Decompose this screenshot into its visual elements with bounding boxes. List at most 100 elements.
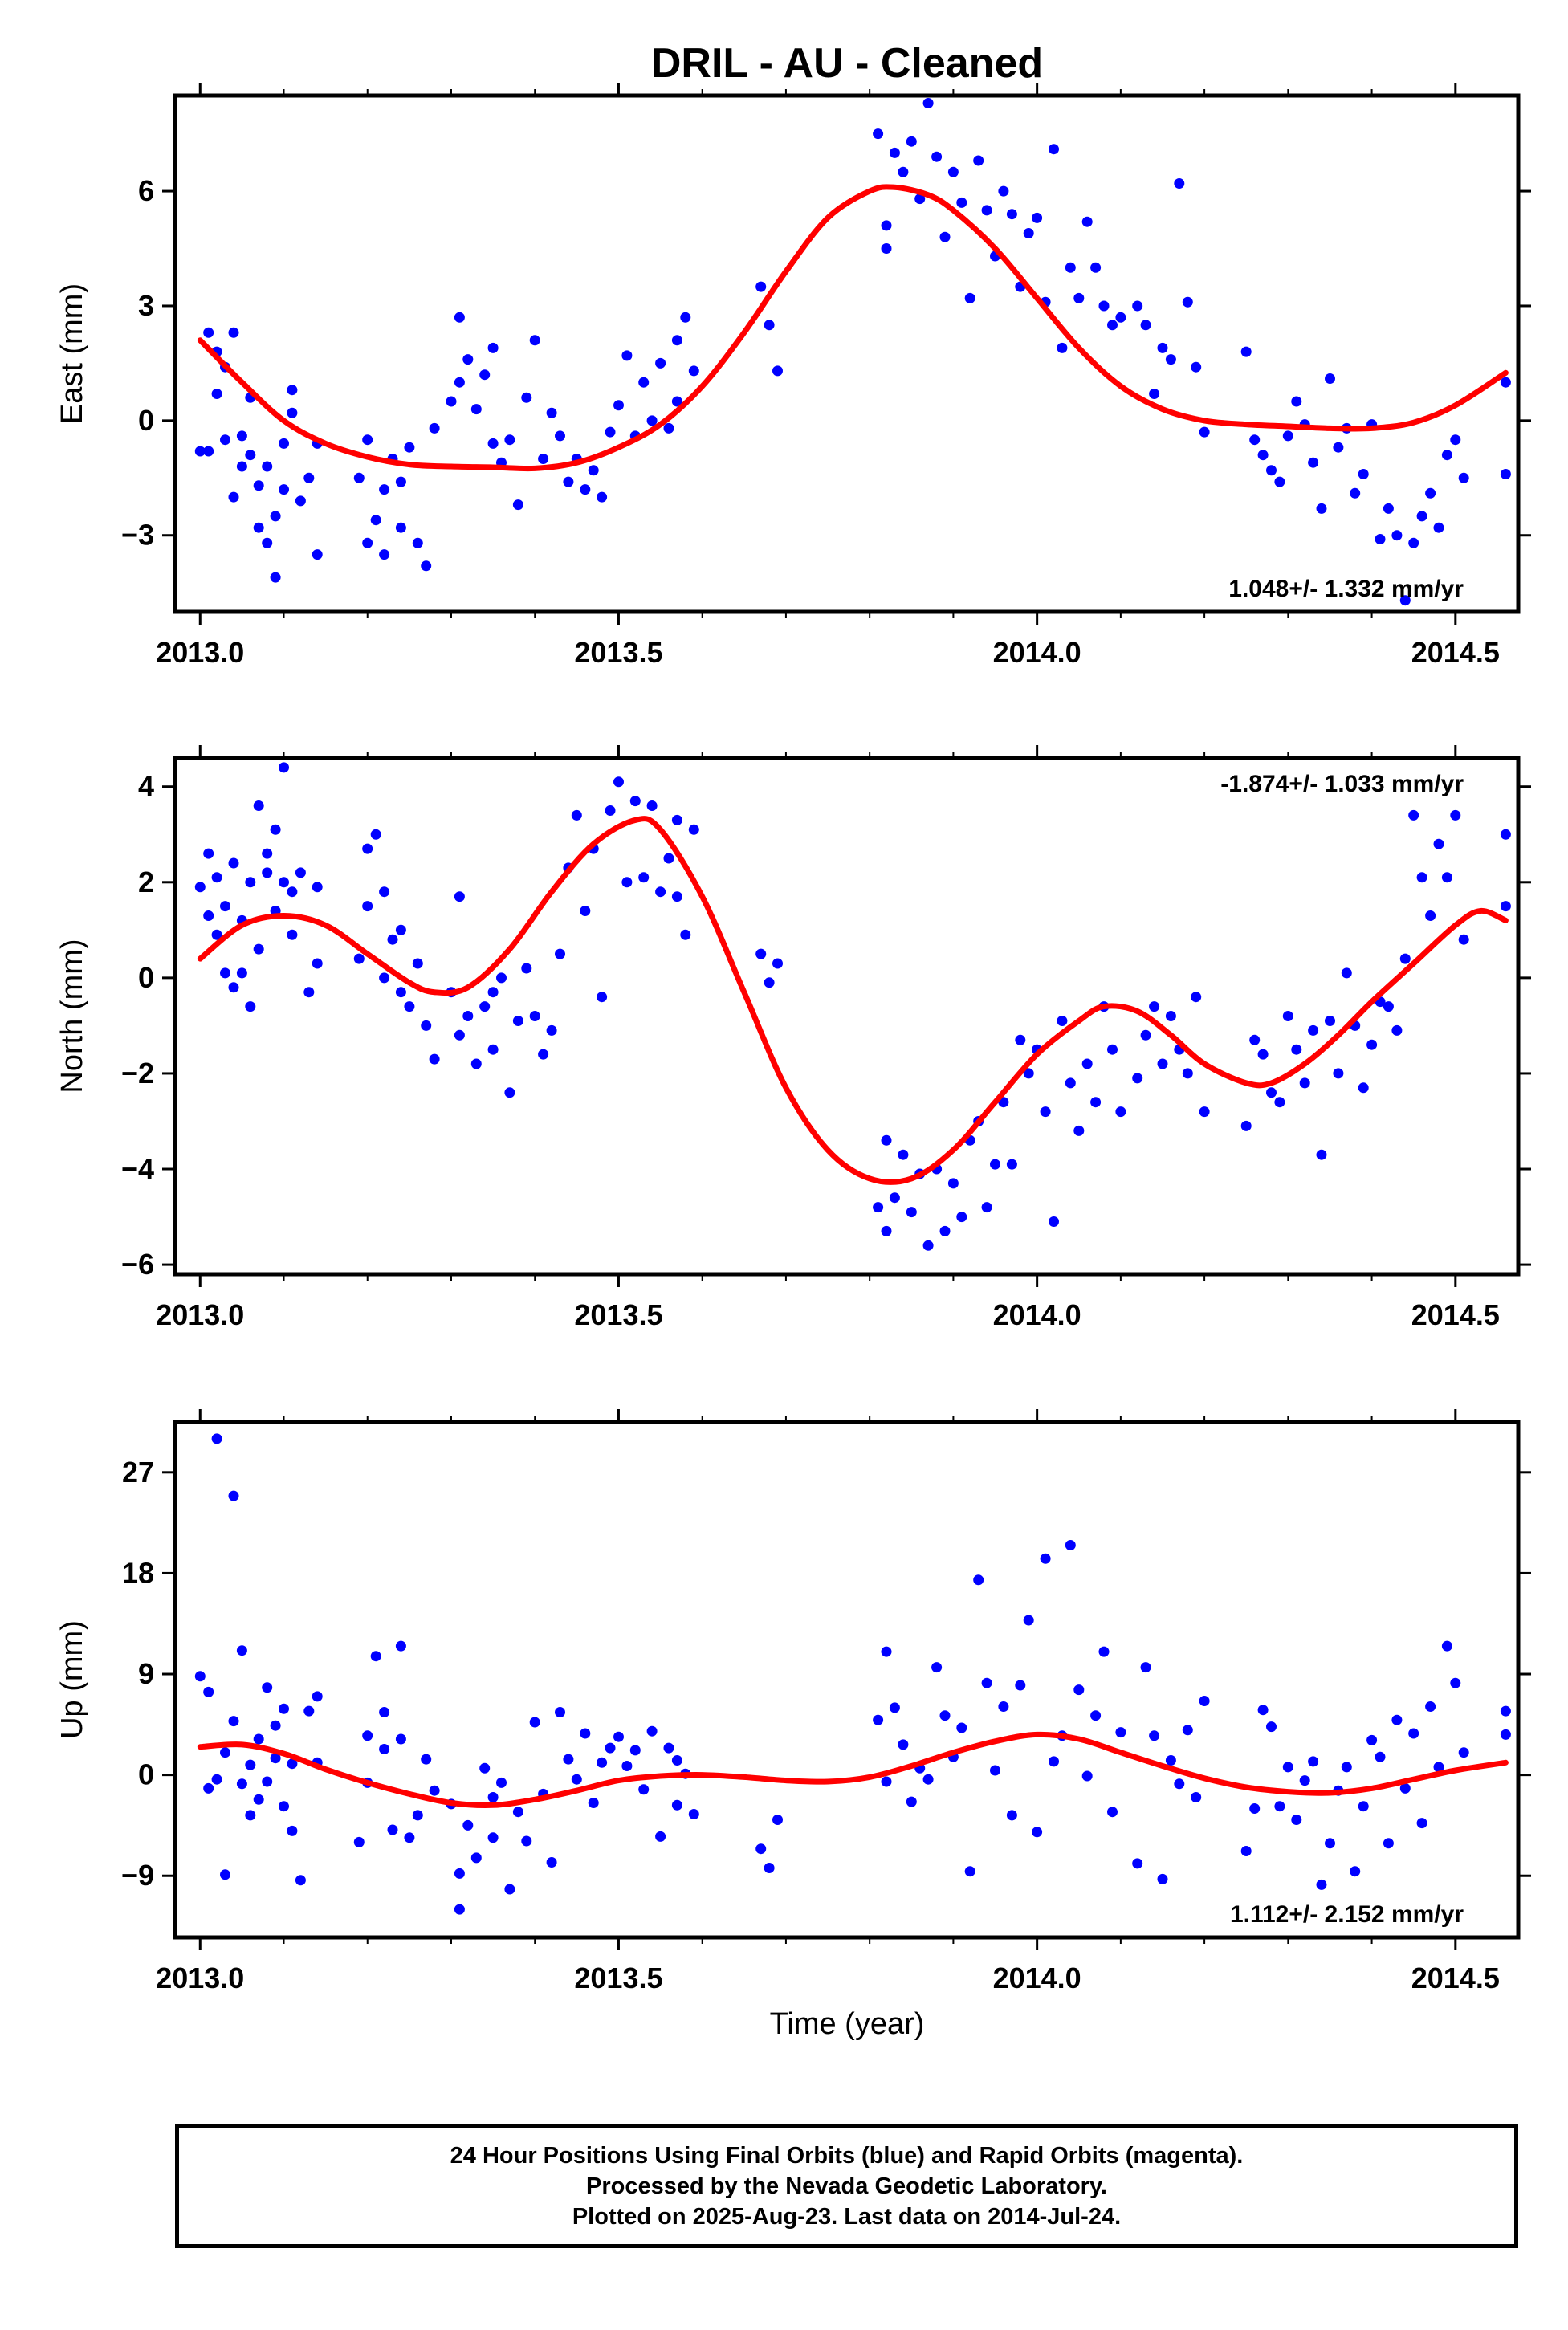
- north-data-point: [1015, 1034, 1026, 1045]
- east-x-tick-label: 2014.0: [993, 636, 1081, 669]
- north-data-point: [1023, 1068, 1034, 1079]
- north-data-point: [597, 992, 608, 1003]
- x-axis-label: Time (year): [770, 2007, 925, 2041]
- up-data-point: [546, 1857, 557, 1868]
- north-data-point: [555, 948, 565, 959]
- east-data-point: [1065, 262, 1076, 273]
- up-data-point: [295, 1875, 306, 1886]
- north-data-point: [479, 1001, 491, 1012]
- up-data-point: [1249, 1803, 1261, 1814]
- north-data-point: [1090, 1097, 1102, 1108]
- up-data-point: [1182, 1725, 1193, 1736]
- up-data-point: [1325, 1838, 1335, 1849]
- up-data-point: [1240, 1846, 1252, 1856]
- east-data-point: [671, 335, 682, 346]
- east-data-point: [1458, 472, 1469, 483]
- north-data-point: [404, 1001, 415, 1012]
- up-data-point: [279, 1801, 289, 1812]
- north-data-point: [605, 805, 616, 816]
- north-points: [194, 762, 1511, 1251]
- up-data-point: [1081, 1770, 1093, 1782]
- east-y-axis-label: East (mm): [55, 283, 89, 424]
- east-data-point: [421, 560, 432, 572]
- east-data-point: [964, 292, 975, 303]
- east-data-point: [914, 193, 926, 205]
- east-data-point: [1450, 434, 1461, 446]
- east-data-point: [538, 454, 549, 464]
- north-data-point: [1257, 1049, 1269, 1060]
- east-data-point: [194, 446, 206, 457]
- east-data-point: [1500, 469, 1511, 479]
- north-data-point: [262, 848, 273, 859]
- east-data-point: [555, 430, 565, 442]
- up-data-point: [228, 1490, 239, 1501]
- east-data-point: [1425, 487, 1436, 499]
- north-data-point: [1500, 829, 1511, 840]
- up-x-tick-label: 2013.0: [156, 1961, 244, 1994]
- north-data-point: [1433, 838, 1444, 849]
- up-data-point: [1140, 1662, 1151, 1673]
- up-data-point: [370, 1651, 381, 1662]
- north-data-point: [1149, 1001, 1160, 1012]
- up-x-tick-label: 2014.5: [1411, 1961, 1500, 1994]
- up-data-point: [454, 1868, 465, 1879]
- east-data-point: [1441, 450, 1452, 461]
- north-data-point: [1500, 901, 1511, 912]
- east-data-point: [203, 446, 214, 457]
- north-data-point: [571, 809, 582, 821]
- up-data-point: [1375, 1751, 1386, 1762]
- east-data-point: [1375, 534, 1386, 544]
- north-data-point: [504, 1087, 515, 1098]
- east-data-point: [1350, 487, 1361, 499]
- north-data-point: [470, 1058, 482, 1069]
- up-data-point: [203, 1686, 214, 1697]
- footer-line-3: Plotted on 2025-Aug-23. Last data on 201…: [572, 2204, 1122, 2230]
- up-data-point: [245, 1759, 256, 1770]
- up-y-axis-label: Up (mm): [55, 1620, 89, 1739]
- east-data-point: [1333, 442, 1344, 453]
- up-data-point: [1450, 1677, 1461, 1688]
- east-data-point: [262, 461, 273, 472]
- east-data-point: [613, 400, 624, 411]
- up-data-point: [671, 1755, 682, 1766]
- up-data-point: [462, 1819, 474, 1831]
- north-data-point: [1165, 1011, 1176, 1021]
- east-data-point: [1182, 296, 1193, 308]
- north-data-point: [655, 886, 666, 898]
- east-data-point: [1282, 430, 1293, 442]
- up-data-point: [470, 1852, 482, 1864]
- east-data-point: [379, 549, 390, 560]
- up-data-point: [253, 1794, 264, 1805]
- up-data-point: [597, 1757, 608, 1768]
- north-fit-curve: [197, 816, 1509, 1185]
- up-x-tick-label: 2014.0: [993, 1961, 1081, 1994]
- east-data-point: [1408, 537, 1419, 548]
- east-data-point: [1316, 503, 1327, 514]
- north-data-point: [1416, 872, 1427, 883]
- north-data-point: [1399, 953, 1411, 964]
- north-data-point: [279, 877, 289, 888]
- east-data-point: [529, 335, 540, 346]
- north-data-point: [395, 987, 406, 998]
- up-data-point: [1266, 1721, 1277, 1733]
- east-data-point: [487, 342, 499, 353]
- up-data-point: [1274, 1801, 1285, 1812]
- north-y-tick-label: −4: [121, 1152, 154, 1185]
- north-data-point: [245, 877, 256, 888]
- north-data-point: [881, 1225, 892, 1236]
- east-data-point: [370, 515, 381, 526]
- north-data-point: [873, 1202, 884, 1213]
- up-data-point: [487, 1832, 499, 1843]
- up-y-tick-label: 0: [138, 1758, 154, 1791]
- up-data-point: [395, 1640, 406, 1652]
- up-data-point: [1174, 1778, 1185, 1790]
- north-data-point: [1441, 872, 1452, 883]
- up-data-point: [1098, 1646, 1110, 1657]
- east-data-point: [362, 537, 373, 548]
- east-data-point: [680, 312, 691, 323]
- up-data-point: [881, 1776, 892, 1787]
- east-data-point: [279, 438, 289, 449]
- up-data-point: [479, 1762, 491, 1774]
- north-data-point: [529, 1011, 540, 1021]
- east-data-point: [981, 205, 992, 216]
